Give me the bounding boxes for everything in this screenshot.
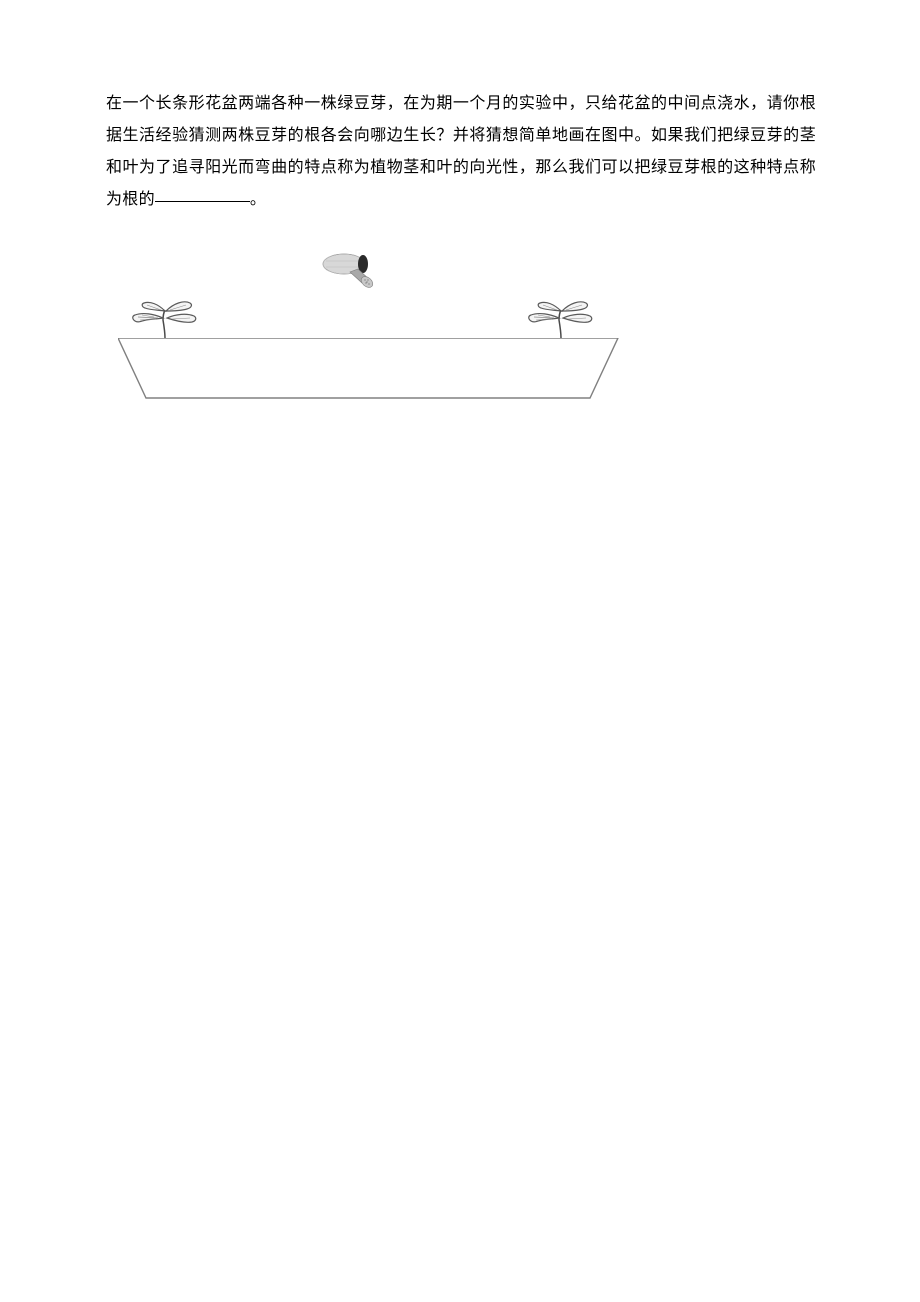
experiment-figure [106,246,816,446]
answer-blank[interactable] [155,201,250,202]
watering-can-icon [320,250,394,305]
question-text: 在一个长条形花盆两端各种一株绿豆芽，在为期一个月的实验中，只给花盆的中间点浇水，… [106,95,816,208]
question-paragraph: 在一个长条形花盆两端各种一株绿豆芽，在为期一个月的实验中，只给花盆的中间点浇水，… [106,88,816,216]
question-suffix: 。 [250,191,266,208]
planter-box-icon [118,338,620,407]
